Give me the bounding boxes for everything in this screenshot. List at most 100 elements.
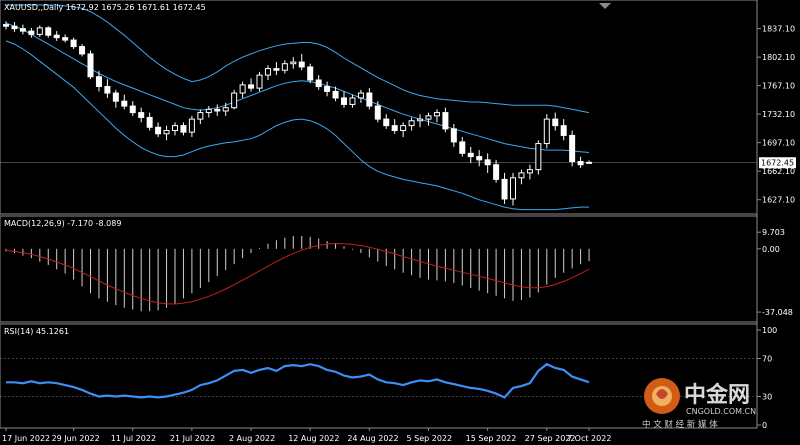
candle-body (518, 172, 525, 179)
chart-shift-marker[interactable] (599, 3, 611, 9)
candle-body (62, 37, 69, 41)
candle-body (315, 79, 322, 88)
candle-body (3, 24, 9, 27)
candle-body (222, 107, 229, 112)
candle-body (11, 25, 18, 30)
candle-body (493, 164, 500, 180)
candle-body (442, 112, 449, 130)
price-tick-label: 1837.10 (762, 25, 795, 34)
rsi-tick-label: 0 (762, 421, 767, 430)
candle-body (172, 125, 178, 132)
price-tick-label: 1627.10 (762, 196, 795, 205)
candle-body (79, 46, 86, 55)
candle-body (459, 141, 466, 154)
candle-body (391, 125, 398, 132)
candle-body (349, 97, 356, 105)
rsi-panel-header: RSI(14) 45.1261 (4, 327, 69, 336)
candle-body (298, 61, 305, 68)
candle-body (324, 86, 331, 92)
candle-body (28, 30, 35, 35)
candle-body (357, 92, 364, 99)
candle-body (205, 108, 212, 114)
candle-body (307, 66, 314, 81)
price-tick-label: 1662.10 (762, 167, 795, 176)
candle-body (45, 27, 52, 36)
cngold-watermark: 中金网 CNGOLD.COM.CN 中 文 财 经 新 媒 体 (640, 370, 790, 430)
bollinger-lower (5, 40, 589, 211)
date-label: 27 Sep 2022 (525, 434, 576, 443)
grid-layer (0, 162, 757, 397)
candle-body (450, 128, 457, 143)
date-label: 21 Jul 2022 (170, 434, 215, 443)
candle-body (248, 84, 255, 89)
candle-body (484, 159, 491, 166)
candle-body (231, 92, 238, 109)
candle-body (560, 125, 567, 136)
rsi-panel (0, 323, 758, 429)
candle-body (543, 118, 550, 145)
bollinger-mid (5, 22, 590, 153)
candle-body (121, 100, 128, 107)
candle-body (383, 118, 390, 127)
rsi-series (6, 362, 590, 399)
cngold-logo-text: 中金网 (684, 382, 750, 408)
candle-body (239, 84, 246, 94)
date-label: 5 Sep 2022 (407, 434, 453, 443)
date-label: 12 Aug 2022 (288, 434, 339, 443)
candle-body (290, 61, 297, 65)
candle-body (95, 76, 102, 88)
price-panel-header: XAUUSD,,Daily 1672.92 1675.26 1671.61 16… (4, 3, 206, 12)
date-label: 2 Aug 2022 (229, 434, 275, 443)
candle-body (535, 143, 542, 171)
candle-body (53, 34, 60, 39)
candle-body (87, 53, 94, 78)
candle-body (569, 134, 576, 162)
candle-body (510, 177, 516, 200)
candle-body (374, 105, 381, 120)
date-label: 7 Oct 2022 (567, 434, 611, 443)
candle-body (425, 115, 432, 120)
cngold-slogan: 中 文 财 经 新 媒 体 (642, 419, 718, 430)
candle-body (408, 120, 415, 127)
date-label: 29 Jun 2022 (52, 434, 100, 443)
cngold-site: CNGOLD.COM.CN (686, 407, 756, 416)
candle-body (501, 178, 508, 200)
candle-body (341, 97, 347, 105)
candle-body (256, 74, 263, 89)
candle-body (104, 86, 111, 94)
macd-tick-label: 9.703 (762, 228, 785, 237)
candle-body (129, 105, 136, 114)
candles (3, 21, 593, 206)
candle-body (214, 108, 221, 112)
candle-body (188, 118, 195, 133)
date-label: 24 Aug 2022 (347, 434, 398, 443)
candle-body (332, 90, 339, 99)
candle-body (366, 92, 373, 107)
macd-panel (0, 215, 758, 323)
bollinger-upper (6, 4, 590, 114)
candle-body (577, 160, 584, 166)
bollinger-bands (5, 4, 590, 211)
date-label: 11 Jul 2022 (111, 434, 156, 443)
candle-body (526, 169, 533, 174)
price-tick-label: 1732.10 (762, 110, 795, 119)
candle-body (180, 125, 187, 133)
candle-body (19, 28, 26, 32)
axis-labels: 1837.10 1802.10 1767.10 1732.10 1697.10 1662.… (2, 25, 795, 443)
candle-body (400, 125, 407, 132)
price-tick-label: 1767.10 (762, 82, 795, 91)
candle-body (417, 118, 424, 122)
candle-body (273, 68, 280, 71)
date-label: 15 Sep 2022 (466, 434, 517, 443)
candle-body (197, 112, 204, 120)
rsi-tick-label: 70 (762, 355, 772, 364)
candle-body (155, 126, 162, 135)
candle-body (281, 63, 288, 71)
candle-body (112, 92, 119, 102)
candle-body (476, 156, 483, 161)
candle-body (138, 112, 145, 118)
date-label: 17 Jun 2022 (2, 434, 50, 443)
price-tick-label: 1697.10 (762, 139, 795, 148)
candle-body (70, 39, 77, 48)
